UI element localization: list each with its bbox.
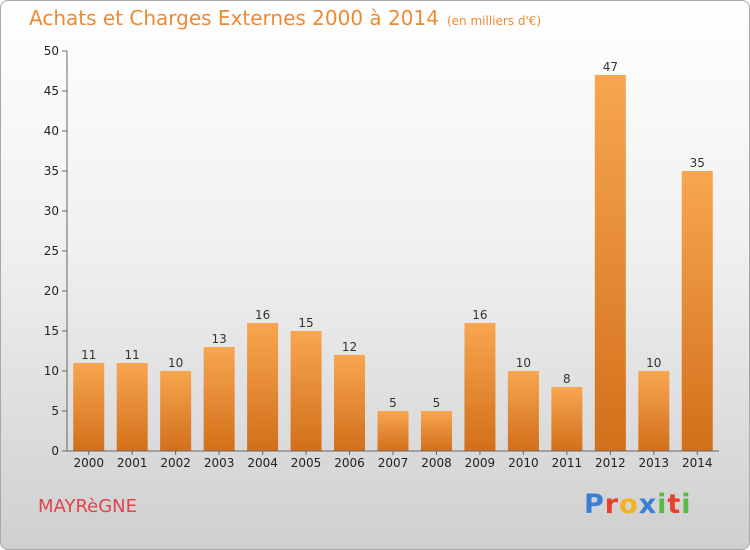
logo-letter: x — [638, 489, 658, 520]
data-label: 10 — [516, 356, 531, 370]
y-tick-label: 0 — [51, 444, 59, 458]
y-tick-label: 25 — [44, 244, 59, 258]
chart-title: Achats et Charges Externes 2000 à 2014 (e… — [29, 6, 541, 30]
bar-2012 — [594, 75, 626, 451]
x-tick-label: 2011 — [552, 456, 583, 470]
data-label: 10 — [168, 356, 183, 370]
bar-2004 — [247, 323, 279, 451]
bar-2006 — [334, 355, 366, 451]
chart-subtitle: (en milliers d'€) — [446, 14, 542, 28]
x-tick-label: 2009 — [465, 456, 496, 470]
y-tick-label: 10 — [44, 364, 59, 378]
bar-2003 — [203, 347, 235, 451]
x-tick-label: 2001 — [117, 456, 148, 470]
y-tick-label: 35 — [44, 164, 59, 178]
x-tick-label: 2000 — [73, 456, 104, 470]
bar-2009 — [464, 323, 496, 451]
data-label: 5 — [433, 396, 441, 410]
y-tick-label: 45 — [44, 84, 59, 98]
logo-letter: P — [584, 489, 605, 520]
bar-2011 — [551, 387, 583, 451]
x-tick-label: 2004 — [247, 456, 278, 470]
y-axis: 0 5 10 15 20 25 30 35 40 45 50 — [44, 44, 68, 458]
logo-letter: t — [667, 489, 682, 520]
x-tick-label: 2008 — [421, 456, 452, 470]
bar-2013 — [638, 371, 670, 451]
chart-title-text: Achats et Charges Externes 2000 à 2014 — [29, 6, 439, 30]
data-label: 13 — [211, 332, 226, 346]
bar-2000 — [73, 363, 105, 451]
x-tick-label: 2003 — [204, 456, 235, 470]
logo-letter: r — [604, 489, 620, 520]
y-tick-label: 20 — [44, 284, 59, 298]
bar-2005 — [290, 331, 322, 451]
bar-2007 — [377, 411, 409, 451]
y-tick-label: 50 — [44, 44, 59, 58]
bar-2010 — [507, 371, 539, 451]
data-label: 11 — [81, 348, 96, 362]
logo-letter: i — [657, 489, 668, 520]
x-tick-label: 2005 — [291, 456, 322, 470]
x-tick-label: 2013 — [639, 456, 670, 470]
x-tick-label: 2012 — [595, 456, 626, 470]
proxiti-logo[interactable]: Proxiti — [584, 489, 692, 520]
bar-2014 — [681, 171, 713, 451]
bar-2008 — [420, 411, 452, 451]
x-tick-label: 2010 — [508, 456, 539, 470]
bar-2001 — [116, 363, 148, 451]
y-tick-label: 40 — [44, 124, 59, 138]
y-tick-label: 30 — [44, 204, 59, 218]
data-label: 8 — [563, 372, 571, 386]
logo-letter: o — [619, 489, 639, 520]
bars: 11 11 10 13 16 15 12 5 5 16 10 8 47 10 35 — [73, 60, 713, 451]
data-label: 10 — [646, 356, 661, 370]
data-label: 16 — [472, 308, 487, 322]
logo-letter: i — [681, 489, 692, 520]
data-label: 12 — [342, 340, 357, 354]
data-label: 35 — [690, 156, 705, 170]
x-tick-label: 2002 — [160, 456, 191, 470]
data-label: 16 — [255, 308, 270, 322]
x-tick-label: 2006 — [334, 456, 365, 470]
x-tick-label: 2007 — [378, 456, 409, 470]
y-tick-label: 15 — [44, 324, 59, 338]
data-label: 5 — [389, 396, 397, 410]
data-label: 47 — [603, 60, 618, 74]
bar-2002 — [160, 371, 192, 451]
data-label: 11 — [125, 348, 140, 362]
x-tick-label: 2014 — [682, 456, 713, 470]
commune-name: MAYRèGNE — [38, 496, 137, 517]
data-label: 15 — [298, 316, 313, 330]
x-axis: 2000 2001 2002 2003 2004 2005 2006 2007 2008 2009… — [67, 450, 719, 470]
y-tick-label: 5 — [51, 404, 59, 418]
